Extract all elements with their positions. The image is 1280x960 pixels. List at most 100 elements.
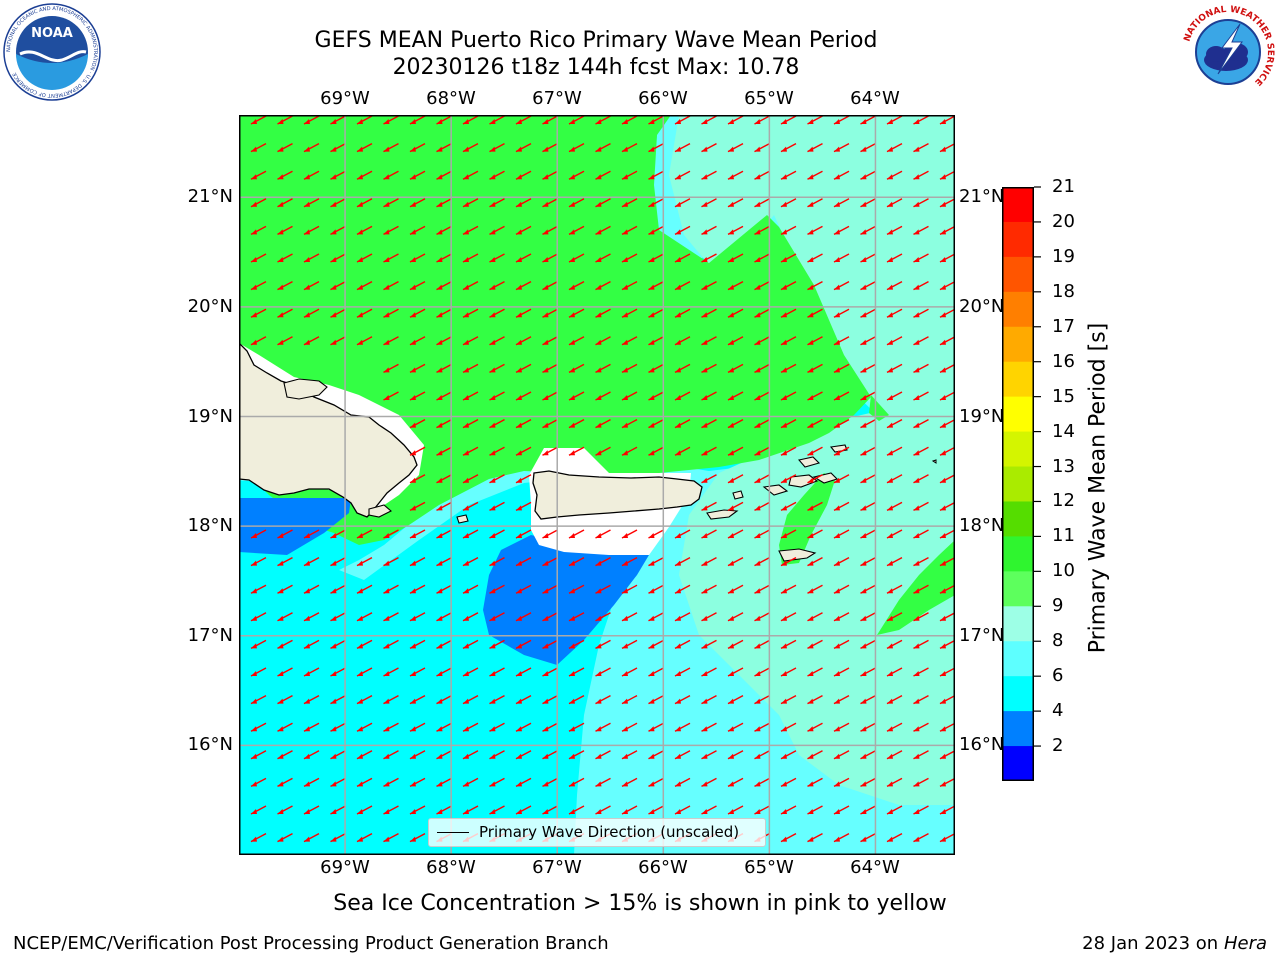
wave-arrow [277, 694, 293, 705]
colorbar-cell [1002, 571, 1034, 607]
wave-arrow [886, 225, 903, 236]
wave-arrow [330, 225, 346, 236]
wave-arrow [436, 446, 452, 456]
wave-arrow [303, 280, 320, 291]
lon-label-top-64w: 64°W [850, 88, 900, 109]
wave-arrow [913, 418, 929, 429]
wave-arrow [568, 694, 585, 705]
wave-arrow [383, 832, 399, 843]
wave-arrow [727, 612, 744, 622]
wave-arrow [727, 170, 744, 180]
colorbar-tick-label: 21 [1052, 176, 1075, 197]
wave-arrow [780, 142, 797, 153]
wave-arrow [409, 556, 426, 567]
wave-arrow [462, 198, 479, 208]
wave-arrow [727, 529, 744, 539]
wave-arrow [515, 529, 532, 539]
wave-arrow [515, 777, 532, 788]
wave-arrow [542, 253, 558, 263]
wave-arrow [674, 777, 691, 788]
wave-arrow [462, 722, 479, 732]
wave-arrow [303, 170, 320, 180]
wave-arrow [807, 336, 823, 346]
lon-label-bottom-65w: 65°W [744, 857, 794, 878]
wave-arrow [621, 225, 638, 236]
wave-arrow [913, 722, 929, 732]
wave-arrow [462, 225, 479, 236]
wave-arrow [409, 115, 426, 125]
wave-arrow [409, 612, 426, 622]
wave-arrow [409, 170, 426, 180]
wave-arrow [780, 198, 797, 208]
wave-arrow [754, 253, 770, 263]
wave-arrow [303, 832, 320, 843]
wave-arrow [303, 694, 320, 705]
wave-arrow [860, 391, 876, 401]
wave-arrow [701, 639, 717, 650]
lon-label-bottom-67w: 67°W [532, 857, 582, 878]
wave-arrow [754, 418, 770, 429]
wave-arrow [754, 777, 770, 788]
wave-arrow [409, 336, 426, 346]
wave-arrow [595, 225, 611, 236]
land-st-croix [778, 548, 817, 562]
wave-arrow [383, 805, 399, 815]
footer-right: 28 Jan 2023 on Hera [1082, 933, 1267, 954]
wave-arrow [356, 225, 373, 236]
wave-arrow [674, 115, 691, 125]
wave-arrow [542, 418, 558, 429]
wave-arrow [303, 667, 320, 677]
wave-arrow [330, 280, 346, 291]
wave-arrow [807, 308, 823, 318]
wave-arrow [939, 418, 955, 429]
wave-arrow [250, 142, 267, 153]
wave-arrow [913, 225, 929, 236]
wave-arrow [674, 612, 691, 622]
wave-arrow [409, 474, 426, 484]
wave-arrow [807, 612, 823, 622]
wave-arrow [860, 225, 876, 236]
wave-arrow [568, 363, 585, 374]
wave-arrow [277, 832, 293, 843]
wave-arrow [515, 694, 532, 705]
wave-arrow [462, 639, 479, 650]
wave-arrow [356, 750, 373, 760]
wave-arrow [886, 170, 903, 180]
wave-arrow [330, 612, 346, 622]
wave-arrow [833, 556, 850, 567]
wave-arrow [780, 501, 797, 512]
wave-arrow [860, 694, 876, 705]
wave-arrow [277, 253, 293, 263]
wave-arrow [780, 115, 797, 125]
wave-arrow [860, 280, 876, 291]
wave-arrow [436, 474, 452, 484]
wave-arrow [833, 198, 850, 208]
wave-arrow [621, 363, 638, 374]
wave-arrow [303, 115, 320, 125]
wave-arrow [383, 198, 399, 208]
wave-arrow [727, 584, 744, 594]
wave-arrow [913, 280, 929, 291]
wave-arrow [939, 805, 955, 815]
wave-arrow [515, 280, 532, 291]
wave-arrow [621, 639, 638, 650]
wave-arrow [330, 722, 346, 732]
wave-arrow [939, 750, 955, 760]
wave-arrow [886, 750, 903, 760]
wave-arrow [886, 418, 903, 429]
wave-arrow [648, 391, 664, 401]
colorbar-tick-label: 2 [1052, 735, 1064, 757]
lon-label-bottom-64w: 64°W [850, 857, 900, 878]
wave-arrow [674, 694, 691, 705]
chart-title: GEFS MEAN Puerto Rico Primary Wave Mean … [314, 28, 878, 53]
wave-arrow [674, 308, 691, 318]
wave-arrow [807, 446, 823, 456]
wave-arrow [833, 418, 850, 429]
wave-arrow [860, 667, 876, 677]
nws-logo-graphic: NATIONAL WEATHER SERVICE [1180, 4, 1276, 100]
wave-arrow [462, 363, 479, 374]
lat-label-left-21n: 21°N [187, 186, 233, 207]
wave-arrow [913, 639, 929, 650]
wave-arrow [277, 639, 293, 650]
wave-arrow [489, 280, 505, 291]
